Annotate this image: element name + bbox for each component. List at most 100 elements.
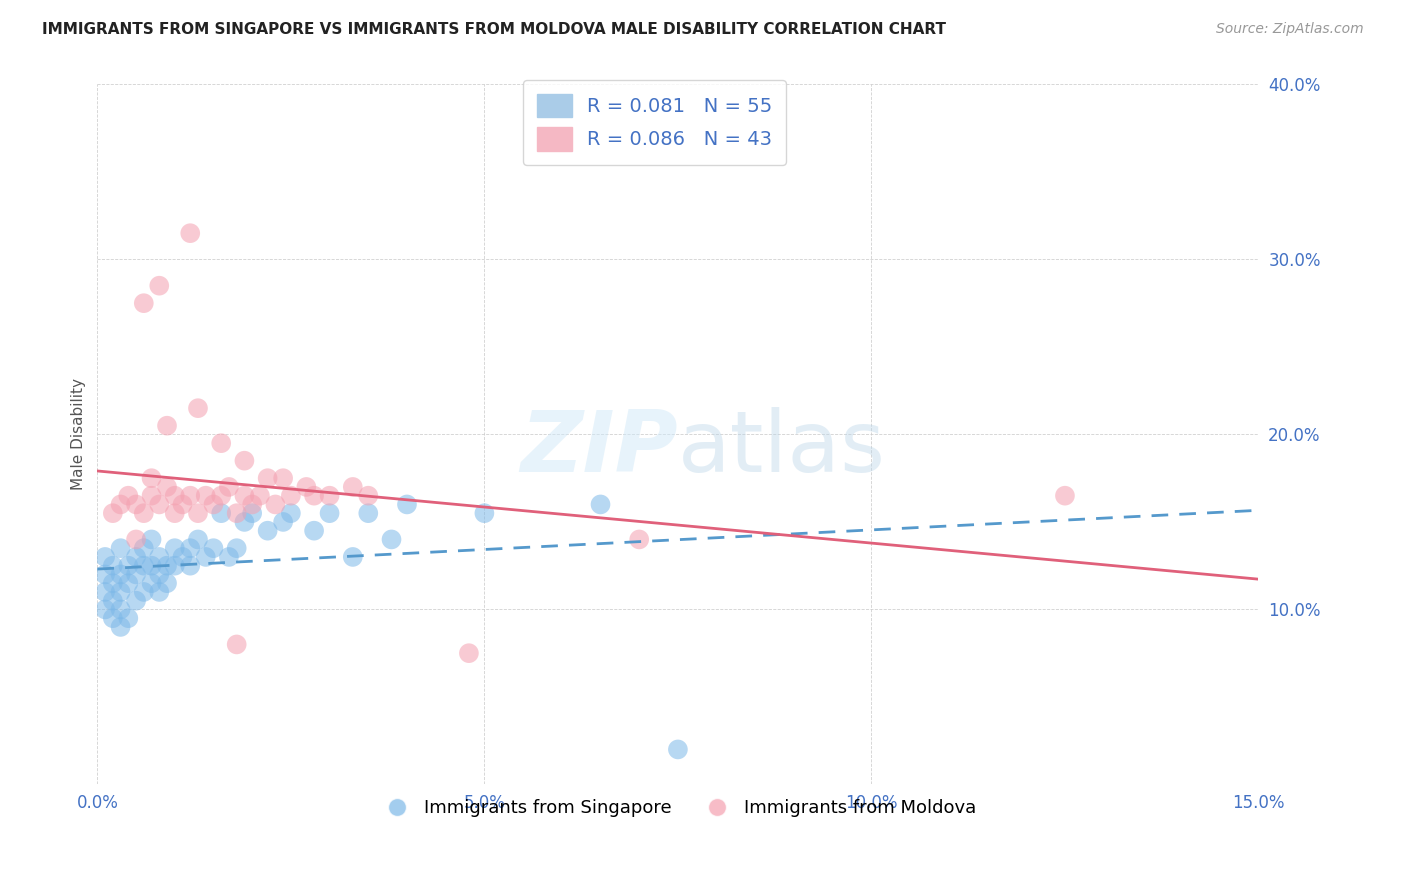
- Point: [1053, 489, 1076, 503]
- Point: [132, 558, 155, 573]
- Point: [163, 489, 186, 503]
- Point: [179, 226, 201, 240]
- Point: [172, 549, 194, 564]
- Point: [163, 506, 186, 520]
- Point: [302, 524, 325, 538]
- Point: [141, 489, 163, 503]
- Point: [148, 278, 170, 293]
- Point: [110, 602, 132, 616]
- Point: [458, 646, 481, 660]
- Point: [202, 541, 225, 556]
- Point: [148, 498, 170, 512]
- Point: [225, 541, 247, 556]
- Point: [187, 533, 209, 547]
- Point: [302, 489, 325, 503]
- Point: [117, 489, 139, 503]
- Point: [218, 549, 240, 564]
- Point: [233, 515, 256, 529]
- Point: [156, 558, 179, 573]
- Point: [94, 549, 117, 564]
- Point: [125, 593, 148, 607]
- Point: [132, 541, 155, 556]
- Point: [240, 506, 263, 520]
- Point: [202, 498, 225, 512]
- Point: [148, 567, 170, 582]
- Point: [101, 558, 124, 573]
- Point: [342, 549, 364, 564]
- Point: [357, 506, 380, 520]
- Point: [156, 418, 179, 433]
- Legend: Immigrants from Singapore, Immigrants from Moldova: Immigrants from Singapore, Immigrants fr…: [373, 792, 984, 824]
- Point: [187, 506, 209, 520]
- Point: [209, 489, 232, 503]
- Point: [163, 541, 186, 556]
- Point: [225, 637, 247, 651]
- Point: [110, 585, 132, 599]
- Point: [264, 498, 287, 512]
- Point: [163, 558, 186, 573]
- Point: [125, 498, 148, 512]
- Point: [240, 498, 263, 512]
- Point: [156, 576, 179, 591]
- Point: [179, 558, 201, 573]
- Point: [256, 471, 278, 485]
- Point: [318, 489, 340, 503]
- Point: [194, 549, 217, 564]
- Point: [179, 489, 201, 503]
- Point: [271, 515, 294, 529]
- Point: [156, 480, 179, 494]
- Point: [357, 489, 380, 503]
- Point: [110, 541, 132, 556]
- Point: [179, 541, 201, 556]
- Point: [295, 480, 318, 494]
- Point: [172, 498, 194, 512]
- Point: [271, 471, 294, 485]
- Point: [132, 296, 155, 310]
- Point: [94, 567, 117, 582]
- Point: [101, 576, 124, 591]
- Point: [474, 506, 496, 520]
- Point: [628, 533, 651, 547]
- Point: [233, 489, 256, 503]
- Point: [209, 506, 232, 520]
- Text: IMMIGRANTS FROM SINGAPORE VS IMMIGRANTS FROM MOLDOVA MALE DISABILITY CORRELATION: IMMIGRANTS FROM SINGAPORE VS IMMIGRANTS …: [42, 22, 946, 37]
- Text: ZIP: ZIP: [520, 407, 678, 490]
- Point: [218, 480, 240, 494]
- Point: [280, 506, 302, 520]
- Point: [141, 558, 163, 573]
- Text: Source: ZipAtlas.com: Source: ZipAtlas.com: [1216, 22, 1364, 37]
- Point: [666, 742, 689, 756]
- Point: [209, 436, 232, 450]
- Point: [141, 533, 163, 547]
- Point: [589, 498, 612, 512]
- Point: [233, 453, 256, 467]
- Point: [318, 506, 340, 520]
- Point: [380, 533, 402, 547]
- Point: [194, 489, 217, 503]
- Point: [225, 506, 247, 520]
- Point: [117, 576, 139, 591]
- Point: [125, 567, 148, 582]
- Point: [249, 489, 271, 503]
- Point: [148, 585, 170, 599]
- Point: [132, 585, 155, 599]
- Point: [117, 558, 139, 573]
- Point: [125, 549, 148, 564]
- Text: atlas: atlas: [678, 407, 886, 490]
- Y-axis label: Male Disability: Male Disability: [72, 378, 86, 491]
- Point: [141, 471, 163, 485]
- Point: [101, 593, 124, 607]
- Point: [117, 611, 139, 625]
- Point: [101, 506, 124, 520]
- Point: [94, 585, 117, 599]
- Point: [280, 489, 302, 503]
- Point: [101, 611, 124, 625]
- Point: [342, 480, 364, 494]
- Point: [110, 620, 132, 634]
- Point: [395, 498, 418, 512]
- Point: [132, 506, 155, 520]
- Point: [125, 533, 148, 547]
- Point: [141, 576, 163, 591]
- Point: [110, 498, 132, 512]
- Point: [110, 567, 132, 582]
